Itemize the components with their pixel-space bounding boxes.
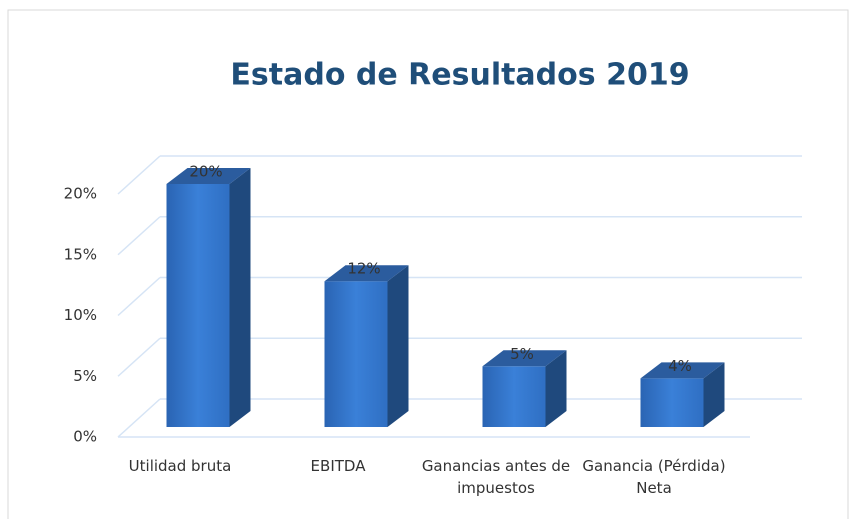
data-label: 20% — [189, 163, 222, 181]
y-tick-label: 0% — [73, 428, 97, 446]
grid-line — [117, 398, 161, 438]
bar — [482, 366, 546, 427]
grid-line — [117, 216, 161, 256]
x-tick-label: Ganancias antes de impuestos — [421, 457, 571, 497]
bar — [324, 281, 388, 427]
data-label: 12% — [347, 260, 380, 278]
chart-title: Estado de Resultados 2019 — [230, 58, 689, 93]
bar-top — [324, 265, 409, 282]
data-label: 5% — [510, 345, 534, 363]
chart-border — [7, 9, 849, 519]
bar — [166, 184, 230, 427]
data-label: 4% — [668, 357, 692, 375]
bar-top — [166, 168, 251, 184]
bar-side — [229, 168, 251, 427]
bar-side — [545, 350, 567, 427]
grid-line — [117, 276, 161, 317]
bar-top — [640, 362, 725, 379]
bar-side — [387, 265, 409, 427]
x-tick-label: Ganancia (Pérdida) Neta — [582, 457, 726, 497]
bar — [640, 378, 704, 427]
y-tick-label: 5% — [73, 367, 97, 385]
grid-line — [117, 337, 161, 377]
y-tick-label: 20% — [64, 185, 97, 203]
y-tick-label: 10% — [64, 306, 97, 324]
grid-line — [117, 155, 161, 195]
bar-side — [703, 362, 725, 427]
x-tick-label: EBITDA — [310, 457, 366, 475]
bar-top — [482, 350, 567, 367]
y-tick-label: 15% — [64, 245, 97, 263]
x-tick-label: Utilidad bruta — [128, 457, 232, 475]
